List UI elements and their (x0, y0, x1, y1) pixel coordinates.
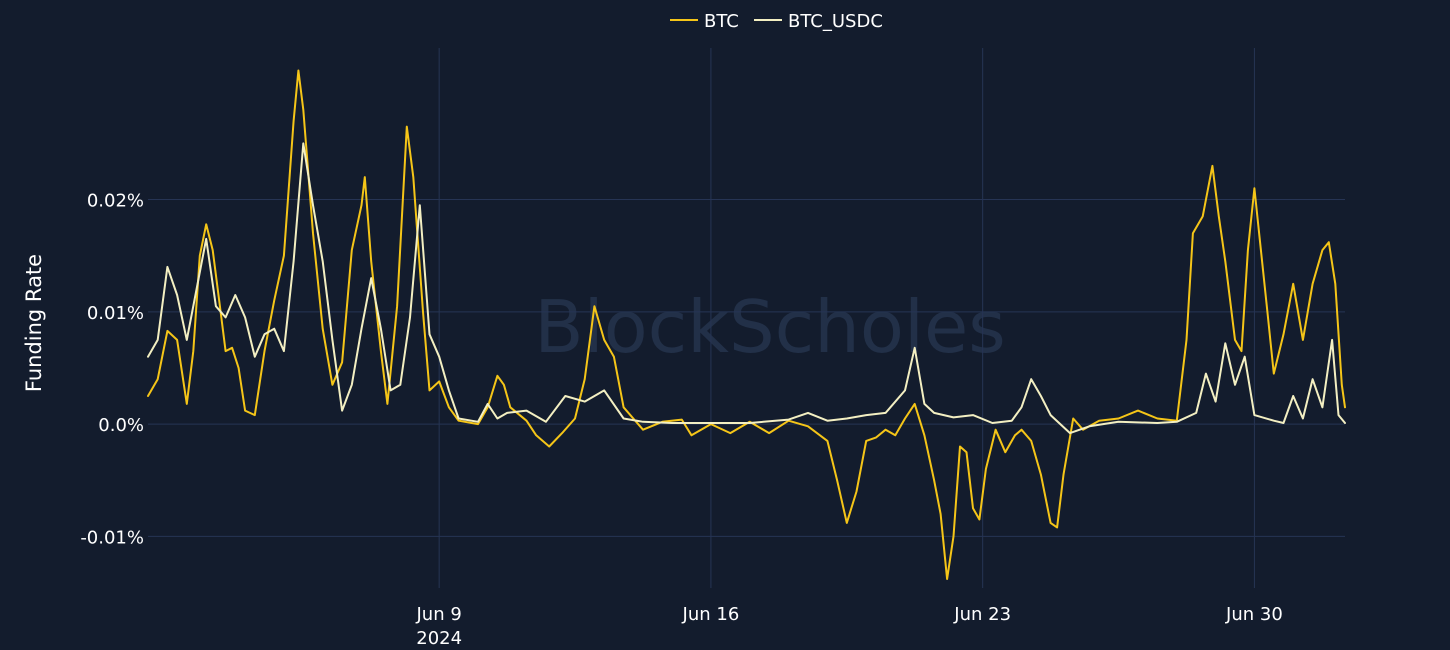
x-tick-label: Jun 23 (953, 604, 1011, 625)
y-axis-ticks: -0.01% 0.0% 0.01% 0.02% (80, 191, 144, 549)
watermark-text: BlockScholes (534, 285, 1006, 369)
legend-item-btc[interactable]: BTC (670, 11, 739, 32)
x-tick-label: Jun 16 (682, 604, 740, 625)
gridlines (148, 48, 1345, 588)
y-tick-label: 0.0% (98, 415, 144, 436)
y-tick-label: -0.01% (80, 527, 144, 548)
x-tick-sublabel: 2024 (416, 628, 462, 649)
x-axis-ticks: Jun 9 2024 Jun 16 Jun 23 Jun 30 (416, 604, 1283, 649)
x-tick-label: Jun 30 (1225, 604, 1283, 625)
legend-label: BTC (704, 11, 739, 32)
legend[interactable]: BTC BTC_USDC (670, 11, 883, 32)
y-tick-label: 0.02% (87, 191, 144, 212)
series-line-btc (147, 69, 1346, 580)
series-lines (147, 69, 1346, 580)
x-tick-label: Jun 9 (416, 604, 462, 625)
legend-label: BTC_USDC (788, 11, 883, 32)
y-axis-title: Funding Rate (22, 254, 46, 392)
series-line-btc-usdc (147, 142, 1346, 435)
legend-item-btc-usdc[interactable]: BTC_USDC (754, 11, 883, 32)
y-tick-label: 0.01% (87, 303, 144, 324)
